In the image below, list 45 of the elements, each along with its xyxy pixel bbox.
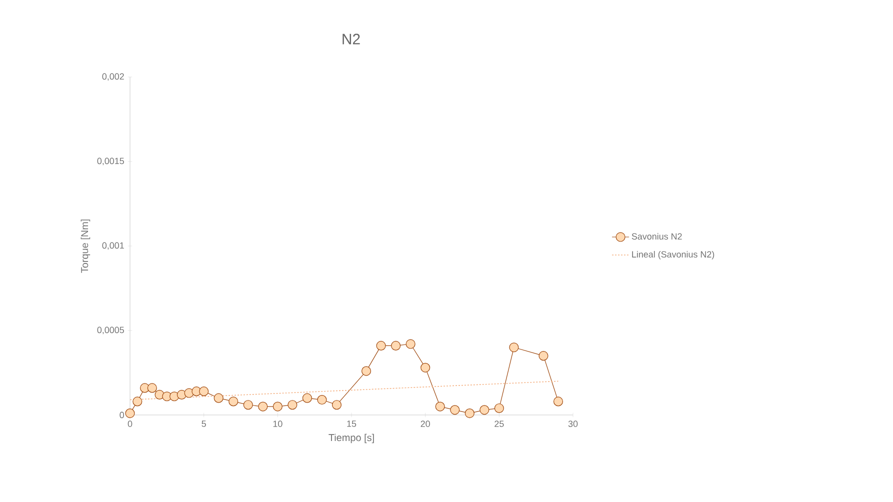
y-tick-label: 0 xyxy=(120,412,124,418)
point xyxy=(464,408,474,418)
x-tick-label: 0 xyxy=(128,420,132,427)
point xyxy=(450,405,460,415)
point xyxy=(376,340,386,350)
point xyxy=(480,405,490,415)
legend-label: Lineal (Savonius N2) xyxy=(632,250,714,260)
point xyxy=(553,396,564,406)
point xyxy=(317,394,327,405)
x-tick-label: 15 xyxy=(347,420,356,427)
point xyxy=(538,351,548,361)
point xyxy=(420,362,430,372)
point xyxy=(288,400,298,410)
point xyxy=(132,396,142,406)
point xyxy=(243,400,253,410)
point xyxy=(228,396,238,406)
x-tick-label: 25 xyxy=(494,420,504,427)
point xyxy=(258,402,268,412)
point xyxy=(272,402,282,412)
y-tick-label: 0,002 xyxy=(102,73,124,81)
point xyxy=(406,339,416,349)
point xyxy=(391,340,401,350)
point xyxy=(435,402,445,412)
y-tick-label: 0,0015 xyxy=(97,158,124,166)
x-tick-label: 5 xyxy=(202,420,206,427)
point xyxy=(302,393,312,403)
chart-title: N2 xyxy=(342,34,360,44)
x-tick-label: 10 xyxy=(273,420,282,427)
y-axis-title: Torque [Nm] xyxy=(80,220,90,273)
x-tick-label: 30 xyxy=(568,420,578,427)
point xyxy=(494,403,504,414)
point xyxy=(509,342,519,352)
point xyxy=(361,366,372,376)
legend-label: Savonius N2 xyxy=(632,233,682,240)
x-axis-title: Tiempo [s] xyxy=(328,434,374,444)
point xyxy=(154,390,164,400)
y-tick-label: 0,0005 xyxy=(97,326,124,334)
y-tick-label: 0,001 xyxy=(102,242,124,250)
point xyxy=(125,408,135,418)
point xyxy=(176,390,186,400)
point xyxy=(147,383,157,393)
point xyxy=(214,393,224,403)
point xyxy=(332,400,342,410)
point xyxy=(199,386,209,396)
x-tick-label: 20 xyxy=(420,420,430,427)
